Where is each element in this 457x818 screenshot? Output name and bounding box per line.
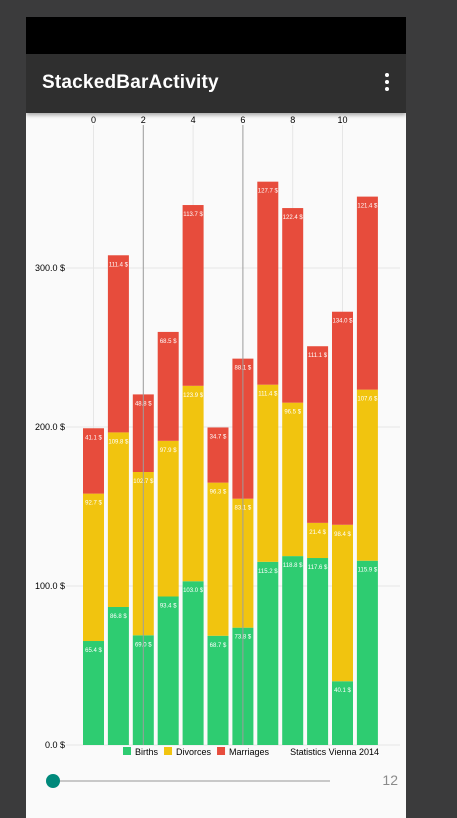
bar-segment (182, 205, 204, 386)
bar-value-label: 98.4 $ (334, 532, 351, 538)
bar-value-label: 34.7 $ (210, 434, 227, 440)
legend-label: Marriages (229, 747, 270, 757)
bar-value-label: 113.7 $ (183, 212, 203, 218)
legend-swatch (217, 747, 226, 755)
bar-value-label: 96.5 $ (284, 410, 301, 416)
legend-label: Births (135, 747, 159, 757)
app-title: StackedBarActivity (42, 72, 219, 93)
y-tick-label: 0.0 $ (45, 740, 65, 750)
y-tick-label: 200.0 $ (35, 422, 65, 432)
app-toolbar: StackedBarActivity (26, 54, 406, 113)
legend-swatch (123, 747, 131, 755)
bar-value-label: 41.1 $ (85, 435, 102, 441)
bar-value-label: 97.9 $ (160, 448, 177, 454)
device-screen: StackedBarActivity 65.4 $ 92.7 $ 41.1 $ 86.… (26, 17, 406, 818)
seekbar-value: 12 (382, 772, 398, 788)
bar-value-label: 68.7 $ (210, 643, 227, 649)
x-tick-label: 6 (240, 115, 245, 125)
bar-segment (157, 331, 179, 441)
y-tick-label: 300.0 $ (35, 263, 65, 273)
bar-segment (356, 560, 378, 745)
bar-segment (182, 581, 204, 745)
bar-count-seekbar[interactable] (46, 771, 336, 791)
bar-value-label: 103.0 $ (183, 588, 204, 594)
bar-segment (83, 641, 104, 745)
bar-segment (83, 428, 104, 494)
bar-segment (356, 389, 378, 561)
bar-segment (332, 681, 353, 745)
bar-segment (332, 311, 353, 525)
bar-value-label: 123.9 $ (183, 393, 204, 399)
bar-value-label: 65.4 $ (85, 648, 102, 654)
bar-segment (157, 440, 179, 597)
bar-value-label: 68.5 $ (160, 339, 177, 345)
bar-value-label: 111.4 $ (258, 392, 278, 398)
bar-segment (207, 482, 229, 636)
bar-segment (307, 522, 329, 559)
bar-value-label: 40.1 $ (334, 688, 351, 694)
bar-segment (356, 196, 378, 390)
bar-value-label: 121.4 $ (357, 204, 378, 210)
bar-value-label: 21.4 $ (309, 530, 326, 536)
legend-swatch (164, 747, 173, 755)
bar-value-label: 93.4 $ (160, 603, 177, 609)
bar-segment (307, 558, 329, 745)
x-tick-label: 0 (91, 115, 96, 125)
bar-segment (107, 432, 129, 607)
x-tick-label: 10 (337, 115, 347, 125)
bar-segment (182, 385, 204, 582)
bar-value-label: 117.6 $ (308, 565, 328, 571)
bar-segment (207, 635, 229, 745)
bar-segment (257, 384, 279, 562)
bar-segment (332, 524, 353, 682)
bar-segment (282, 556, 304, 745)
bar-value-label: 127.7 $ (258, 189, 279, 195)
bar-value-label: 107.6 $ (357, 397, 378, 403)
x-tick-label: 4 (191, 115, 196, 125)
chart-description: Statistics Vienna 2014 (290, 747, 379, 757)
bar-segment (157, 596, 179, 745)
x-tick-label: 2 (141, 115, 146, 125)
x-tick-label: 8 (290, 115, 295, 125)
status-bar (26, 17, 406, 54)
bar-value-label: 111.1 $ (308, 353, 328, 359)
bar-segment (307, 346, 329, 523)
bar-value-label: 92.7 $ (85, 501, 102, 507)
bar-value-label: 109.8 $ (108, 439, 129, 445)
bar-segment (207, 427, 229, 483)
y-tick-label: 100.0 $ (35, 581, 65, 591)
seekbar-thumb[interactable] (46, 774, 60, 788)
overflow-menu-icon[interactable] (382, 72, 392, 94)
bar-segment (107, 255, 129, 433)
legend-label: Divorces (176, 747, 212, 757)
stacked-bar-chart[interactable]: 65.4 $ 92.7 $ 41.1 $ 86.8 $ 109.8 $ 111.4 $ 6 9… (26, 113, 406, 768)
chart-svg: 65.4 $ 92.7 $ 41.1 $ 86.8 $ 109.8 $ 111.4 $ 6 9… (35, 115, 400, 757)
bar-segment (282, 208, 304, 403)
bar-segment (257, 561, 279, 745)
bar-value-label: 86.8 $ (110, 614, 127, 620)
bar-value-label: 96.3 $ (210, 490, 227, 496)
bar-value-label: 122.4 $ (283, 215, 304, 221)
bar-value-label: 115.2 $ (258, 569, 278, 575)
bar-segment (107, 606, 129, 745)
bar-segment (282, 402, 304, 557)
bar-value-label: 115.9 $ (358, 568, 378, 574)
bar-segment (257, 181, 279, 385)
bar-segment (83, 493, 104, 642)
bar-value-label: 134.0 $ (332, 319, 353, 325)
bar-value-label: 118.8 $ (283, 563, 303, 569)
seekbar-track (52, 780, 330, 782)
bar-value-label: 111.4 $ (109, 262, 129, 268)
